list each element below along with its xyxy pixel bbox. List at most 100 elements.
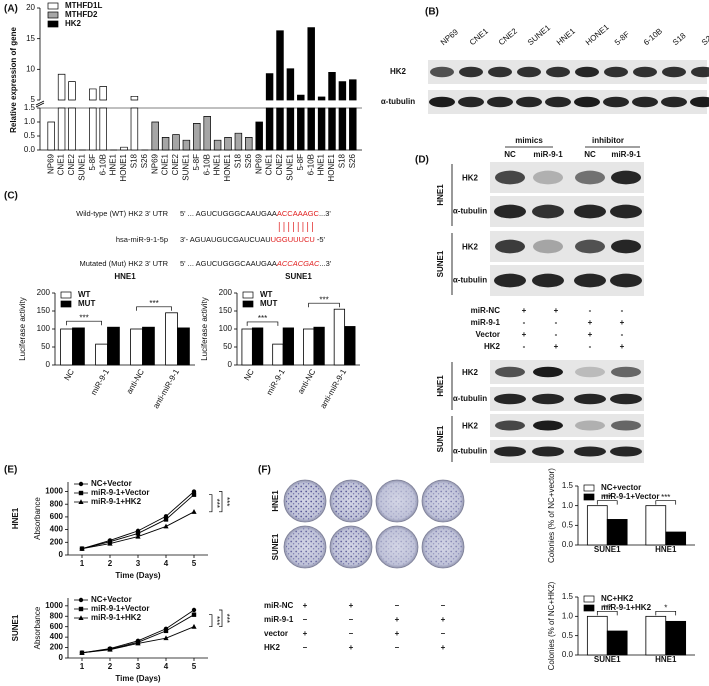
x-tick-label: anti-miR-9-1: [151, 367, 181, 410]
x-tick-label: 5: [192, 662, 197, 671]
x-tick-label: 5-8F: [192, 154, 201, 171]
colonies: [378, 528, 416, 566]
significance-bracket: [246, 321, 279, 326]
bar: [213, 139, 222, 151]
panel-label: (E): [4, 465, 17, 476]
lane-label: NP69: [439, 27, 461, 47]
x-tick-label: anti-miR-9-1: [318, 367, 348, 410]
y-tick-label: 5: [31, 95, 36, 104]
blot-band: [495, 239, 525, 254]
significance-label: ***: [149, 299, 158, 308]
chart-title: HNE1: [114, 272, 136, 281]
legend-swatch: [583, 484, 595, 492]
bar: [68, 81, 76, 151]
blot-band: [516, 96, 542, 108]
sequence-part: -5': [315, 235, 326, 244]
bar: [313, 326, 325, 366]
blot-band: [574, 96, 600, 108]
condition-mark: +: [441, 615, 446, 624]
blot-strip: [490, 414, 644, 437]
y-tick-label: 50: [41, 342, 50, 351]
condition-mark: +: [522, 330, 527, 339]
bar: [203, 116, 211, 151]
condition-mark: +: [303, 601, 308, 610]
condition-mark: +: [522, 306, 527, 315]
y-tick-label: 200: [37, 288, 51, 297]
blot-band: [495, 420, 525, 431]
blot-band: [545, 96, 571, 108]
y-axis-title: Luciferase activity: [18, 297, 27, 361]
y-tick-label: 1.0: [562, 611, 574, 620]
x-tick-label: 2: [108, 662, 113, 671]
seed-site: UGGUUUCU: [271, 235, 315, 244]
legend-label: NC+Vector: [91, 595, 132, 604]
legend-swatch: [583, 493, 595, 501]
y-tick-label: 20: [26, 3, 35, 12]
legend-label: HK2: [65, 19, 82, 28]
y-tick-label: 200: [50, 537, 64, 546]
legend-label: miR-9-1+HK2: [601, 603, 652, 612]
blot-band: [430, 66, 454, 78]
lane-label: CNE1: [468, 26, 491, 47]
bar: [107, 326, 120, 366]
lane-label: 6-10B: [642, 27, 664, 48]
condition-mark: –: [303, 615, 308, 624]
bar: [130, 328, 143, 366]
data-point: [191, 623, 197, 629]
condition-label: HK2: [264, 643, 281, 652]
blot-band: [574, 393, 606, 405]
significance-label: ***: [603, 603, 612, 612]
legend-swatch: [60, 300, 72, 308]
bar: [317, 96, 326, 151]
cell-label: SUNE1: [436, 425, 445, 452]
bar: [606, 519, 628, 546]
x-tick-label: 5-8F: [88, 154, 97, 171]
blot-band: [487, 96, 513, 108]
blot-row-label: α-tubulin: [453, 447, 487, 456]
condition-label: miR-9-1: [471, 318, 501, 327]
panel-label: (F): [258, 465, 271, 476]
blot-row-label: α-tubulin: [453, 394, 487, 403]
blot-band: [575, 420, 605, 431]
x-tick-label: SUNE1: [78, 153, 87, 180]
data-point: [135, 531, 141, 536]
y-tick-label: 0: [228, 360, 233, 369]
condition-mark: -: [589, 306, 592, 315]
sequence: 3'- AGUAUGUCGAUCUAUUGGUUUCU -5': [180, 235, 326, 244]
colonies: [286, 482, 324, 520]
x-tick-label: anti-NC: [125, 367, 146, 395]
legend-label: miR-9-1+Vector: [91, 488, 149, 497]
y-tick-label: 15: [26, 34, 35, 43]
significance-label: ***: [79, 313, 88, 322]
legend-label: MTHFD1L: [65, 1, 102, 10]
x-tick-label: anti-NC: [296, 367, 317, 395]
y-tick-label: 50: [223, 342, 232, 351]
blot-band: [611, 420, 641, 431]
y-tick-label: 0.0: [24, 145, 36, 154]
data-point: [107, 540, 113, 546]
bar: [307, 27, 315, 151]
y-tick-label: 600: [50, 622, 64, 631]
bar: [344, 326, 356, 366]
bar: [193, 123, 201, 151]
x-tick-label: HONE1: [327, 153, 336, 181]
significance-bracket: [219, 491, 223, 513]
lane-label: SUNE1: [526, 23, 553, 47]
x-tick-label: HNE1: [655, 655, 677, 664]
x-tick-label: 6-10B: [202, 154, 211, 175]
blot-band: [458, 96, 484, 108]
y-axis-title: Colonies (% of NC+vector): [547, 468, 556, 563]
lane-label: miR-9-1: [533, 150, 563, 159]
x-tick-label: HNE1: [655, 545, 677, 554]
condition-mark: +: [441, 643, 446, 652]
colonies: [332, 528, 370, 566]
condition-label: miR-NC: [264, 601, 294, 610]
y-tick-label: 800: [50, 499, 64, 508]
x-tick-label: CNE2: [171, 153, 180, 175]
x-tick-label: NC: [62, 367, 76, 382]
condition-mark: +: [303, 629, 308, 638]
bar: [151, 121, 159, 151]
condition-mark: –: [349, 615, 354, 624]
y-tick-label: 0.5: [562, 520, 574, 529]
